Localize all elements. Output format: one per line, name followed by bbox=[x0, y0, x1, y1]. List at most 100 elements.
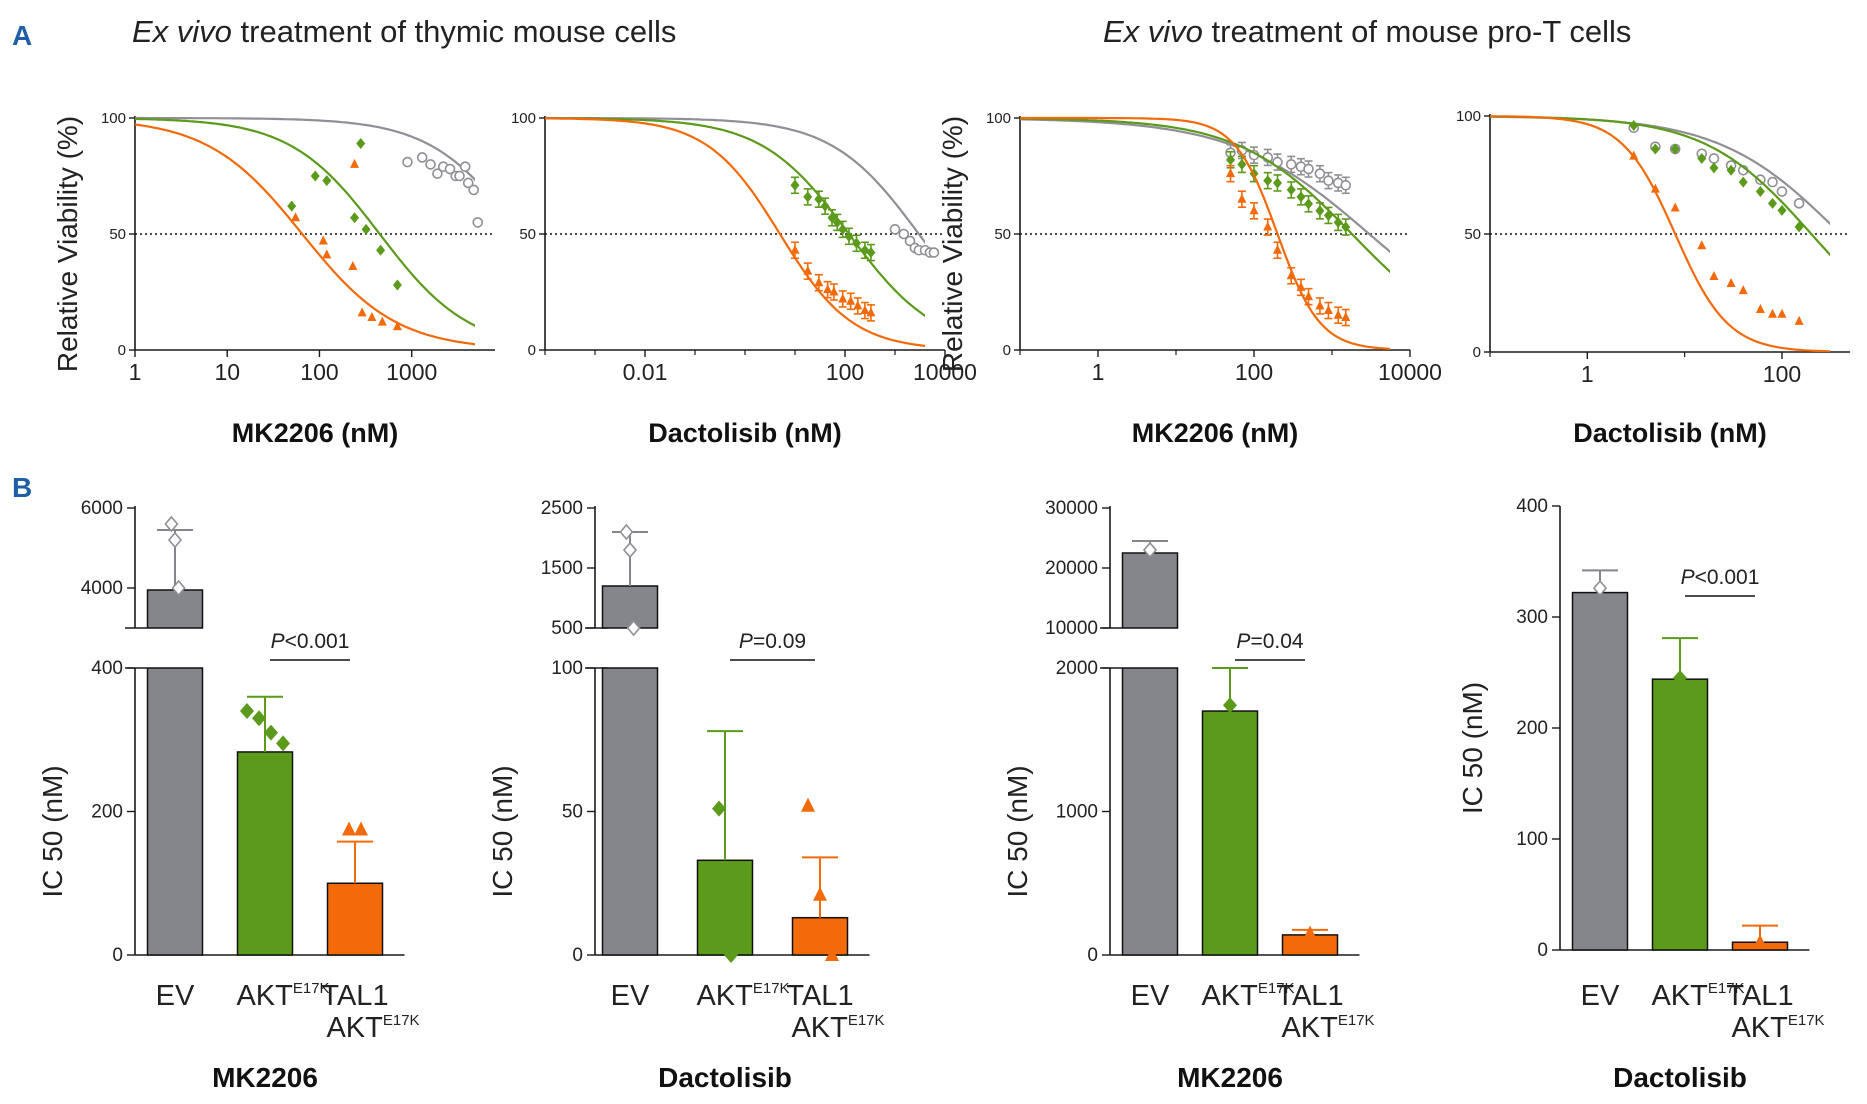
data-point bbox=[1697, 240, 1707, 250]
bar-1 bbox=[1651, 637, 1709, 951]
bar-rect bbox=[236, 751, 294, 956]
section-title-thymic: Ex vivo treatment of thymic mouse cells bbox=[132, 14, 676, 50]
y-tick-label: 100 bbox=[1516, 829, 1548, 850]
bar-0 bbox=[601, 523, 659, 956]
data-point bbox=[860, 305, 870, 315]
data-point bbox=[1738, 285, 1748, 295]
data-point bbox=[813, 886, 827, 901]
data-point bbox=[928, 247, 940, 258]
series-ev bbox=[1020, 118, 1390, 254]
data-point bbox=[252, 710, 266, 727]
data-point bbox=[724, 947, 738, 963]
bar-lower-segment bbox=[146, 667, 204, 956]
category-label: AKTE17K bbox=[236, 980, 329, 1012]
data-point bbox=[171, 579, 186, 597]
y-tick-label: 50 bbox=[109, 226, 126, 243]
y-axis-label: Relative Viability (%) bbox=[52, 116, 83, 372]
data-point bbox=[454, 170, 465, 182]
data-point bbox=[164, 515, 179, 533]
data-point bbox=[1323, 175, 1334, 186]
fit-curve bbox=[135, 117, 475, 327]
data-point bbox=[1738, 176, 1748, 188]
x-tick-label: 100 bbox=[300, 359, 338, 385]
data-point bbox=[1286, 184, 1296, 196]
category-label: EV bbox=[156, 980, 195, 1012]
data-point bbox=[1263, 175, 1273, 187]
data-point bbox=[1670, 143, 1680, 155]
category-label: AKTE17K bbox=[1201, 980, 1294, 1012]
data-point bbox=[626, 619, 641, 637]
data-point bbox=[622, 541, 638, 559]
y-tick-label: 10000 bbox=[1045, 618, 1098, 639]
data-point bbox=[790, 179, 800, 191]
data-point bbox=[866, 307, 876, 317]
series-akt-e17k bbox=[1490, 115, 1830, 257]
data-point bbox=[803, 265, 813, 275]
x-tick-label: 100 bbox=[826, 359, 864, 385]
y-tick-label: 1500 bbox=[541, 558, 583, 579]
category-label: TAL1 bbox=[321, 980, 388, 1012]
data-point bbox=[356, 138, 366, 150]
section-title-pro-t-italic: Ex vivo bbox=[1103, 14, 1203, 49]
data-point bbox=[1314, 168, 1326, 179]
data-point bbox=[1708, 153, 1720, 164]
data-point bbox=[1697, 152, 1707, 164]
bar-1 bbox=[696, 730, 754, 963]
fit-curve bbox=[1020, 118, 1390, 254]
data-point bbox=[1776, 186, 1788, 197]
data-point bbox=[814, 193, 824, 205]
data-point bbox=[1286, 270, 1296, 280]
data-point bbox=[392, 321, 402, 331]
y-tick-label: 50 bbox=[1464, 226, 1481, 243]
y-tick-label: 2000 bbox=[1056, 658, 1098, 679]
y-tick-label: 500 bbox=[551, 618, 583, 639]
category-label: TAL1 bbox=[1726, 980, 1793, 1012]
x-tick-label: 1 bbox=[1092, 359, 1105, 385]
x-tick-label: 10000 bbox=[913, 359, 977, 385]
data-point bbox=[322, 249, 332, 259]
fit-curve bbox=[1020, 116, 1390, 350]
category-label: TAL1 bbox=[1276, 980, 1343, 1012]
fit-curve bbox=[545, 117, 925, 348]
data-point bbox=[1777, 204, 1787, 216]
section-title-thymic-italic: Ex vivo bbox=[132, 14, 232, 49]
bar-lower-segment bbox=[1121, 667, 1179, 956]
data-point bbox=[1304, 291, 1314, 301]
section-title-thymic-text: treatment of thymic mouse cells bbox=[231, 14, 677, 49]
fit-curve bbox=[1490, 115, 1830, 352]
data-point bbox=[1323, 305, 1333, 315]
y-tick-label: 0 bbox=[572, 945, 583, 966]
y-axis-label: Relative Viability (%) bbox=[937, 116, 968, 372]
y-tick-label: 20000 bbox=[1045, 558, 1098, 579]
data-point bbox=[1249, 205, 1259, 215]
data-point bbox=[1296, 281, 1306, 291]
fit-curve bbox=[545, 117, 925, 318]
data-point bbox=[1592, 579, 1608, 597]
x-tick-label: 100 bbox=[1763, 361, 1801, 387]
data-point bbox=[1709, 270, 1719, 280]
dose-response-chart-a2: 0 50 100 0.01 100 10000 Dactolisib (nM) bbox=[511, 110, 977, 448]
chart-title: Dactolisib bbox=[1613, 1062, 1747, 1093]
data-point bbox=[1768, 197, 1778, 209]
data-point bbox=[904, 235, 916, 247]
x-axis-label: MK2206 (nM) bbox=[232, 418, 399, 448]
y-tick-label: 400 bbox=[91, 658, 123, 679]
bar-rect bbox=[696, 859, 754, 956]
data-point bbox=[866, 247, 876, 259]
section-title-pro-t: Ex vivo treatment of mouse pro-T cells bbox=[1103, 14, 1631, 50]
p-value-label: P<0.001 bbox=[271, 630, 350, 653]
x-axis-label: Dactolisib (nM) bbox=[1573, 418, 1767, 448]
series-ev bbox=[135, 116, 484, 228]
data-point bbox=[1726, 278, 1736, 288]
data-point bbox=[1629, 150, 1639, 160]
p-value-label: P=0.09 bbox=[739, 630, 806, 653]
x-tick-label: 100 bbox=[1235, 359, 1273, 385]
bar-1 bbox=[1201, 667, 1259, 956]
series-ev bbox=[545, 116, 940, 258]
category-label: EV bbox=[1131, 980, 1170, 1012]
data-point bbox=[844, 230, 854, 242]
data-point bbox=[462, 177, 474, 189]
